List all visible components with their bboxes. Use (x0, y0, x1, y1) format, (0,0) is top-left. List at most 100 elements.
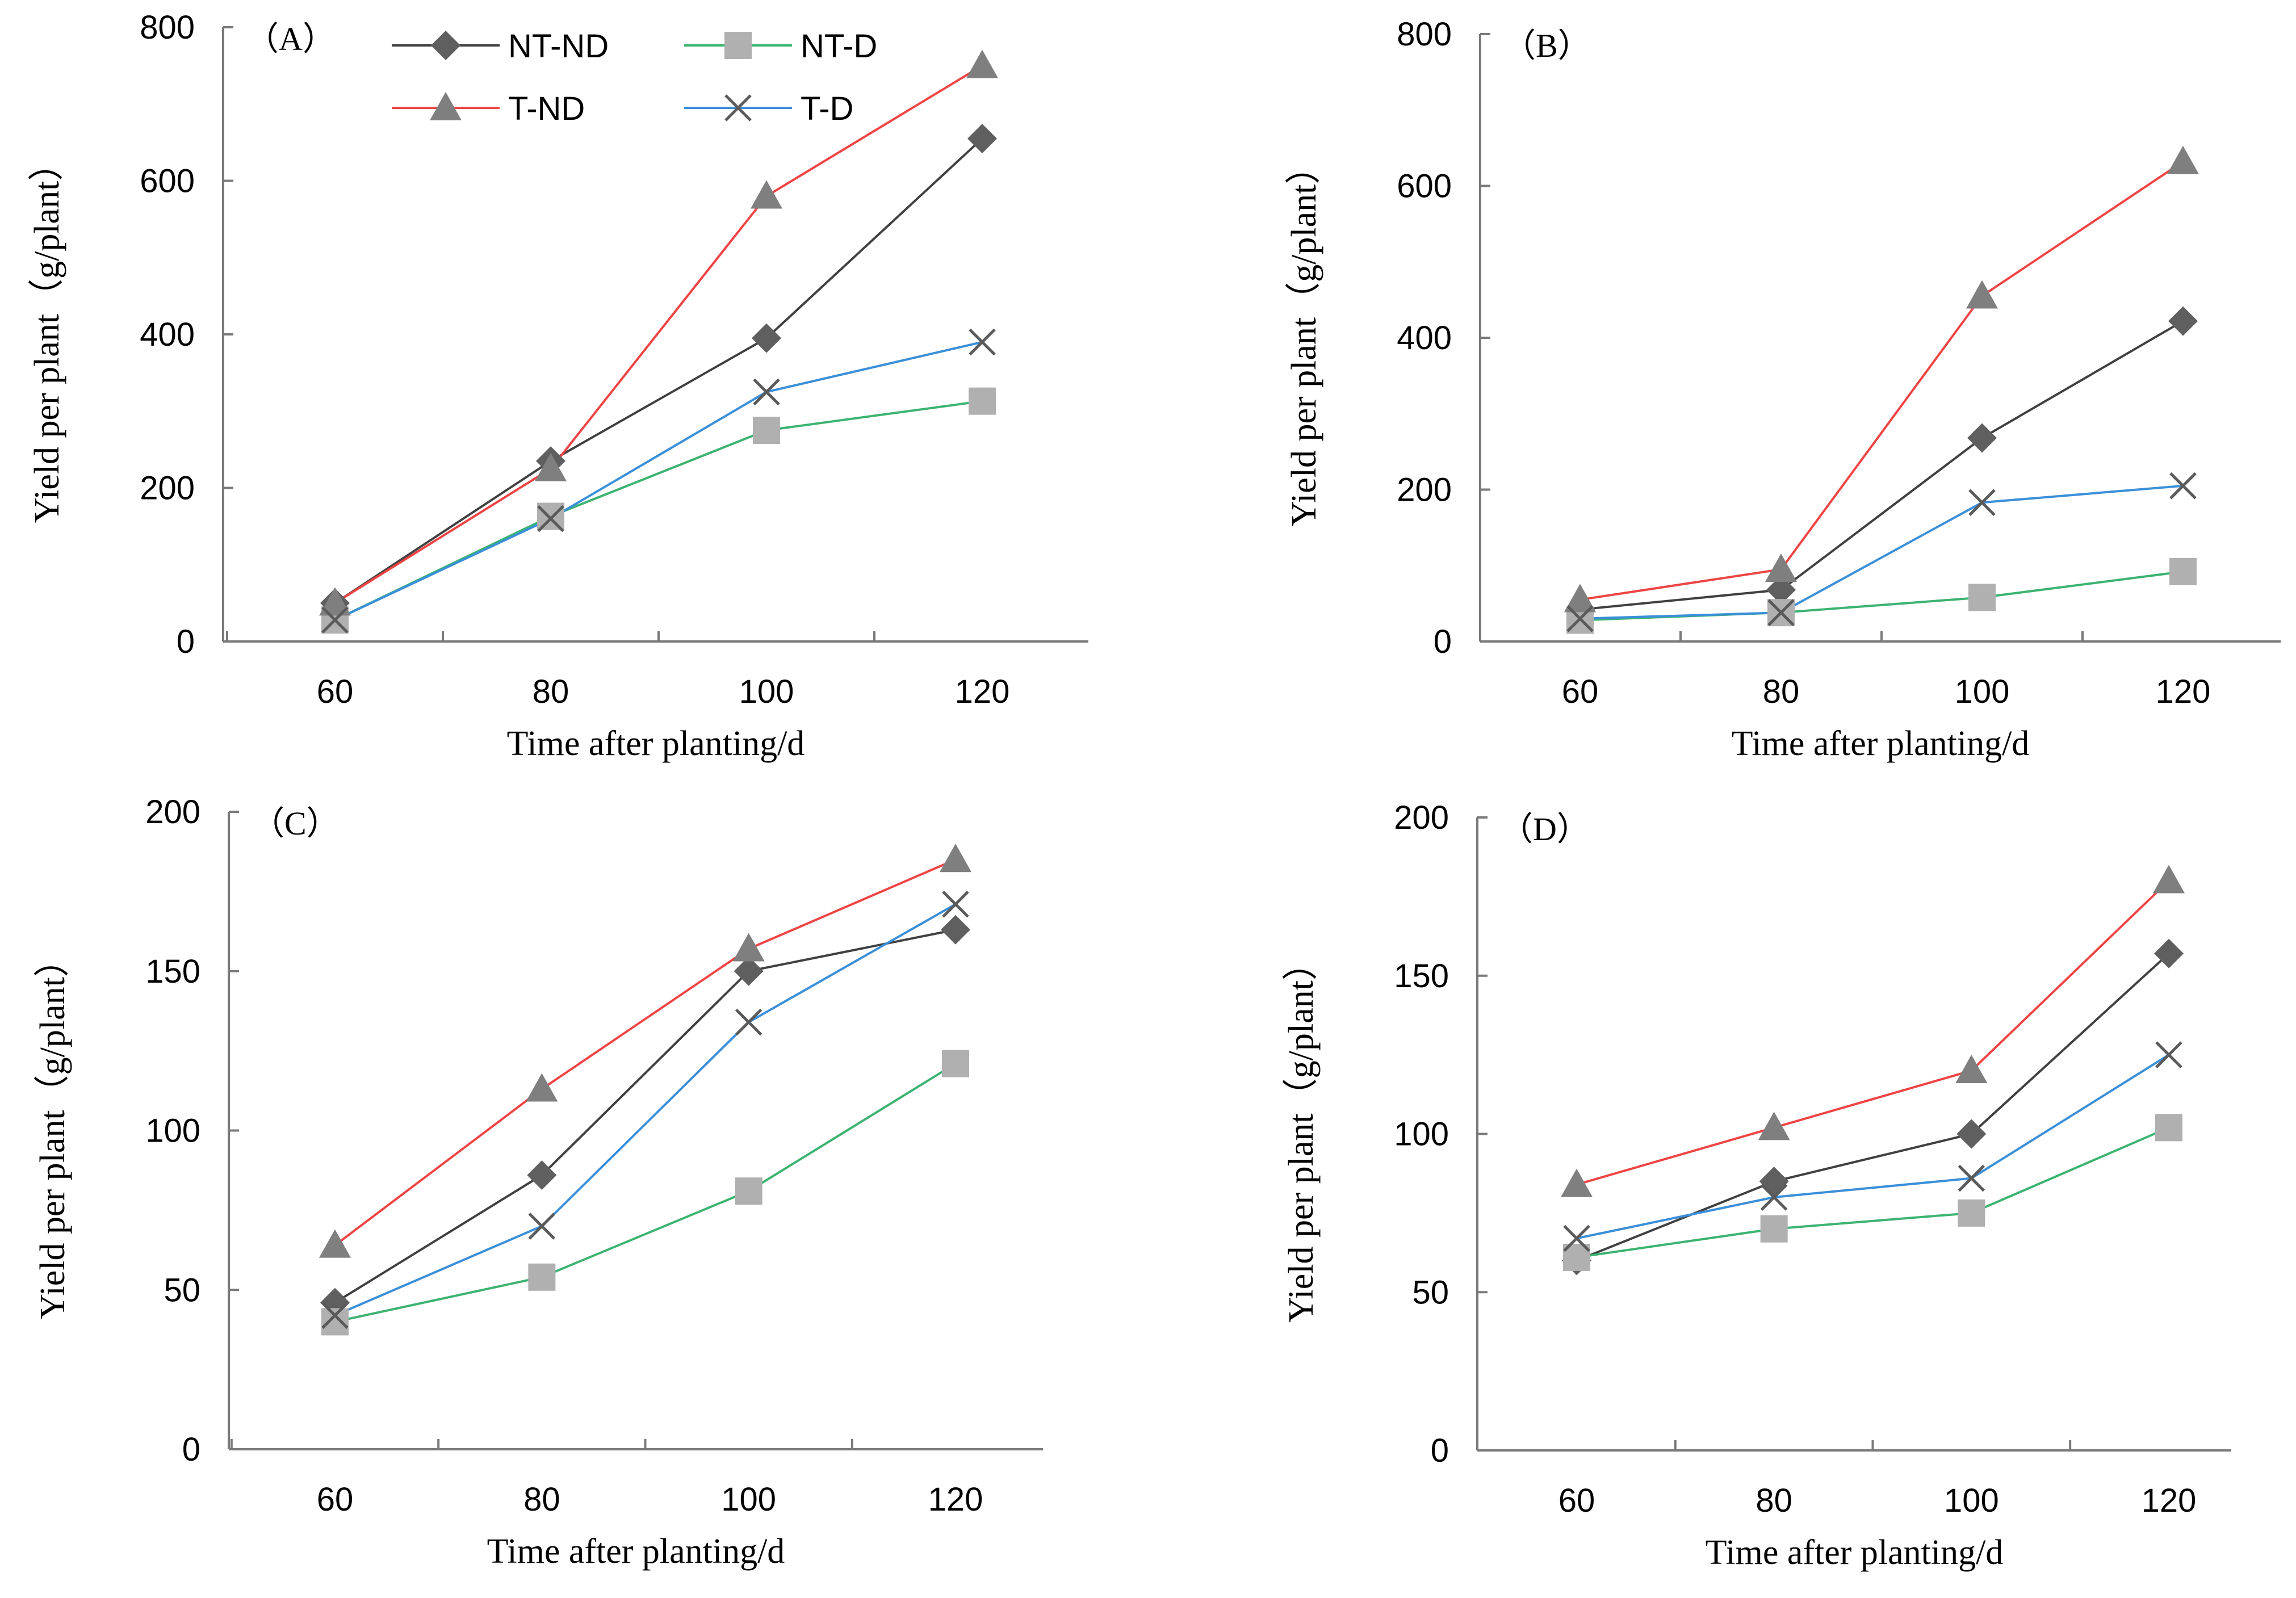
data-point-t-nd-a (966, 49, 998, 78)
data-point-nt-nd-c (527, 1160, 557, 1190)
y-tick-label-c: 100 (145, 1113, 200, 1150)
y-tick-label-a: 600 (140, 163, 195, 200)
y-tick-label-a: 200 (140, 470, 195, 507)
legend-marker-nt-d (724, 32, 752, 59)
y-tick-label-b: 600 (1397, 168, 1452, 205)
y-tick-label-a: 800 (140, 9, 195, 46)
chart-panel-d: 60 80 100 120 0 50 100 150 200 Time after plantin… (1282, 799, 2231, 1572)
data-point-nt-d-d (1760, 1215, 1788, 1243)
panel-label-b: （B） (1503, 27, 1591, 64)
data-point-t-nd-d (1955, 1055, 1988, 1083)
y-tick-label-d: 0 (1431, 1432, 1449, 1469)
data-point-nt-nd-d (1956, 1119, 1987, 1149)
data-point-nt-d-a (753, 417, 780, 444)
data-point-nt-d-d (1958, 1199, 1985, 1227)
y-tick-label-b: 200 (1397, 472, 1452, 509)
data-point-t-d-c (735, 1008, 762, 1036)
y-tick-label-d: 100 (1394, 1116, 1449, 1153)
legend-item-t-d: T-D (684, 90, 853, 127)
data-point-nt-nd-d (2154, 938, 2184, 968)
data-point-t-d-d (1760, 1184, 1788, 1211)
x-tick-label-b: 120 (2156, 673, 2211, 710)
x-axis-title-b: Time after planting/d (1732, 724, 2030, 763)
legend-item-nt-d: NT-D (684, 28, 877, 65)
data-point-nt-nd-a (752, 323, 781, 353)
series-line-t-nd-a (334, 64, 983, 605)
x-tick-label-c: 80 (523, 1481, 560, 1518)
data-point-t-d-b (1968, 489, 1996, 517)
legend-label-nt-nd: NT-ND (508, 28, 609, 65)
data-point-nt-nd-c (734, 956, 764, 986)
data-point-nt-nd-c (941, 915, 970, 945)
series-line-nt-nd-c (334, 928, 956, 1304)
data-point-nt-nd-b (1766, 575, 1796, 605)
x-tick-label-d: 80 (1755, 1482, 1792, 1519)
x-tick-label-c: 100 (721, 1481, 776, 1518)
data-point-t-nd-b (1765, 553, 1797, 582)
series-line-t-d-c (334, 903, 956, 1317)
data-point-nt-d-d (2155, 1114, 2182, 1142)
y-axis-title-c: Yield per plant（g/plant） (33, 942, 72, 1319)
chart-panel-b: 60 80 100 120 0 200 400 600 800 Time after planti… (1285, 16, 2281, 763)
x-tick-label-b: 60 (1562, 673, 1599, 710)
legend-label-t-d: T-D (801, 90, 853, 127)
legend-item-nt-nd: NT-ND (392, 28, 609, 65)
legend-item-t-nd: T-ND (392, 90, 585, 127)
data-point-t-d-c (321, 1302, 349, 1329)
data-point-t-nd-c (940, 844, 971, 873)
data-point-t-nd-a (535, 452, 567, 481)
data-point-t-nd-b (2167, 145, 2199, 174)
x-axis-title-c: Time after planting/d (487, 1532, 785, 1571)
chart-panel-a: 60 80 100 120 0 200 400 600 800 Time after planti… (28, 9, 1088, 763)
data-point-nt-nd-b (2168, 306, 2198, 336)
data-point-t-d-a (321, 606, 349, 634)
y-tick-label-d: 150 (1394, 958, 1449, 995)
data-point-t-nd-c (732, 933, 765, 962)
legend-label-t-nd: T-ND (508, 90, 585, 127)
x-tick-label-b: 80 (1763, 673, 1800, 710)
data-point-t-d-a (753, 378, 780, 406)
legend-marker-nt-nd (431, 31, 460, 60)
data-point-t-d-d (2155, 1041, 2182, 1068)
y-tick-label-b: 0 (1434, 623, 1452, 660)
series-line-nt-d-a (334, 400, 983, 621)
data-point-t-d-b (2169, 472, 2197, 500)
data-point-t-d-b (1566, 605, 1594, 632)
x-tick-label-d: 60 (1558, 1482, 1595, 1519)
data-point-t-d-c (528, 1213, 556, 1240)
data-point-t-nd-a (751, 180, 782, 209)
data-point-t-d-b (1767, 599, 1795, 626)
y-tick-label-c: 50 (164, 1272, 200, 1308)
legend-label-nt-d: NT-D (801, 28, 877, 65)
x-tick-label-d: 120 (2142, 1482, 2197, 1519)
series-line-t-d-b (1579, 484, 2184, 620)
chart-panel-c: 60 80 100 120 0 50 100 150 200 Time after plantin… (33, 794, 1043, 1571)
y-tick-label-b: 400 (1397, 320, 1452, 356)
series-line-nt-d-d (1576, 1126, 2169, 1259)
panel-label-d: （D） (1500, 811, 1590, 848)
x-tick-label-c: 120 (928, 1481, 983, 1518)
series-line-nt-nd-d (1576, 953, 2170, 1262)
data-point-t-nd-b (1966, 280, 1998, 309)
data-point-nt-d-b (1968, 584, 1996, 611)
x-axis-title-d: Time after planting/d (1706, 1533, 2004, 1572)
y-tick-label-b: 800 (1397, 16, 1452, 53)
panel-label-c: （C） (252, 805, 340, 842)
series-line-t-nd-c (334, 858, 956, 1247)
data-point-nt-d-a (969, 387, 996, 415)
series-line-t-d-d (1576, 1054, 2170, 1240)
data-point-t-nd-d (2153, 865, 2185, 894)
data-point-nt-d-c (528, 1263, 556, 1291)
series-line-t-nd-b (1579, 161, 2184, 601)
y-tick-label-d: 200 (1394, 799, 1449, 836)
series-line-t-d-a (334, 341, 983, 621)
data-point-t-d-d (1958, 1164, 1985, 1192)
y-tick-label-c: 150 (145, 953, 200, 990)
series-line-nt-nd-b (1579, 320, 2184, 611)
data-point-t-nd-c (526, 1073, 558, 1102)
y-tick-label-a: 400 (140, 316, 195, 353)
data-point-nt-nd-b (1967, 423, 1997, 453)
data-point-t-nd-b (1564, 584, 1596, 613)
x-tick-label-a: 100 (739, 673, 794, 710)
